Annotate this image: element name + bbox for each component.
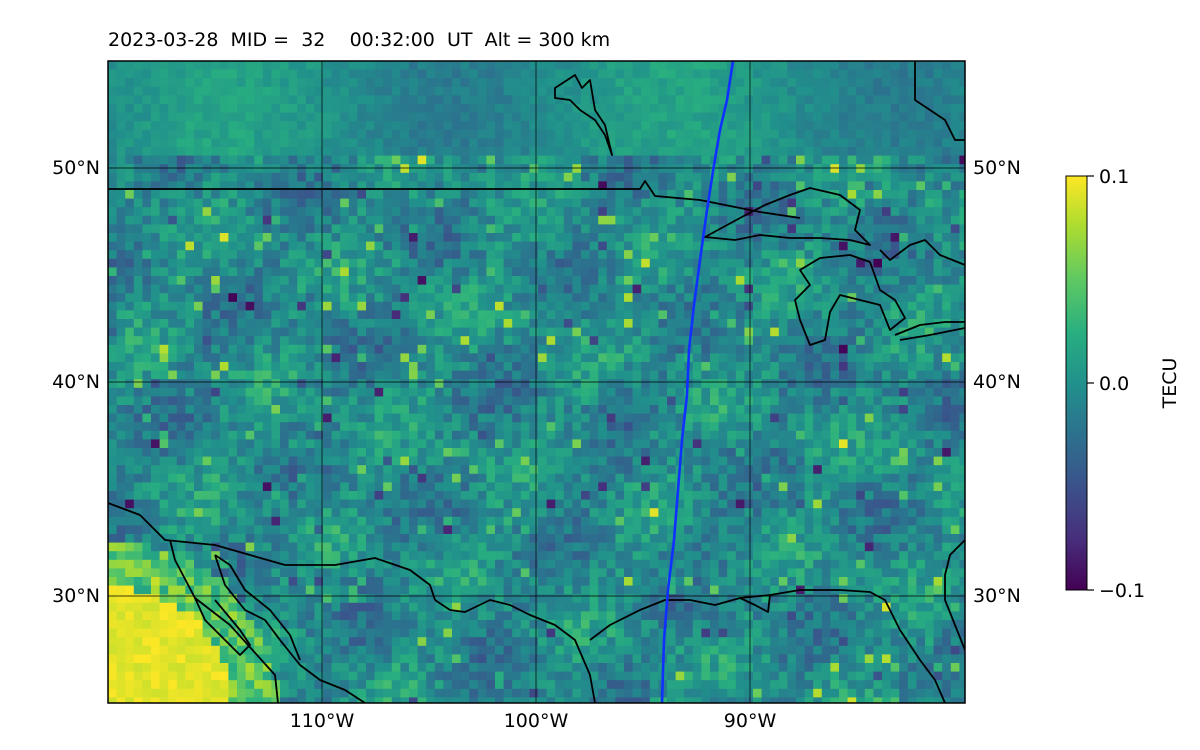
colorbar-tick-label: 0.1 xyxy=(1099,166,1129,188)
lat-tick-label-right: 50°N xyxy=(973,157,1021,179)
title-time: 00:32:00 xyxy=(349,29,435,51)
lake-michigan-huron xyxy=(794,254,906,346)
lake-erie-ontario xyxy=(879,239,965,341)
lat-tick-label-left: 40°N xyxy=(52,371,100,393)
lon-axis: 110°W 100°W 90°W xyxy=(290,710,777,732)
map-panel[interactable] xyxy=(107,60,969,707)
florida-panhandle xyxy=(739,594,771,613)
map-title: 2023-03-28 MID = 32 00:32:00 UT Alt = 30… xyxy=(108,29,610,51)
title-alt-label: Alt = xyxy=(484,29,533,51)
southeast-coast xyxy=(944,539,965,651)
gulf-coast xyxy=(434,589,946,703)
map-frame xyxy=(107,60,966,704)
lon-tick-label: 90°W xyxy=(724,710,777,732)
lat-tick-label-left: 50°N xyxy=(52,157,100,179)
satellite-track xyxy=(660,61,735,703)
title-mid-value: 32 xyxy=(301,29,326,51)
northeast-coast xyxy=(914,61,965,141)
hudson-bay-coast xyxy=(554,74,613,156)
gulf-of-california xyxy=(214,554,366,703)
title-alt-value: 300 km xyxy=(538,29,611,51)
lon-tick-label: 100°W xyxy=(504,710,569,732)
gridlines xyxy=(108,61,965,703)
colorbar-gradient xyxy=(1066,176,1087,590)
title-mid-label: MID = xyxy=(230,29,290,51)
lake-superior xyxy=(704,187,871,246)
title-time-unit: UT xyxy=(447,29,473,51)
tec-field xyxy=(108,61,965,703)
coastlines xyxy=(108,61,965,703)
lon-tick-label: 110°W xyxy=(290,710,355,732)
colorbar-tick-label: 0.0 xyxy=(1099,373,1129,395)
lat-tick-label-left: 30°N xyxy=(52,585,100,607)
lat-tick-label-right: 30°N xyxy=(973,585,1021,607)
colorbar-tick-label: −0.1 xyxy=(1099,580,1145,602)
lat-axis-left: 50°N 40°N 30°N xyxy=(52,157,100,607)
us-canada-border xyxy=(108,180,801,219)
colorbar: 0.1 0.0 −0.1 TECU xyxy=(1065,166,1181,602)
lat-axis-right: 50°N 40°N 30°N xyxy=(973,157,1021,607)
title-date: 2023-03-28 xyxy=(108,29,219,51)
lat-tick-label-right: 40°N xyxy=(973,371,1021,393)
mexico-border xyxy=(108,502,436,601)
baja-west-coast xyxy=(169,539,279,703)
colorbar-label: TECU xyxy=(1159,358,1181,410)
baja-peninsula xyxy=(194,597,251,656)
